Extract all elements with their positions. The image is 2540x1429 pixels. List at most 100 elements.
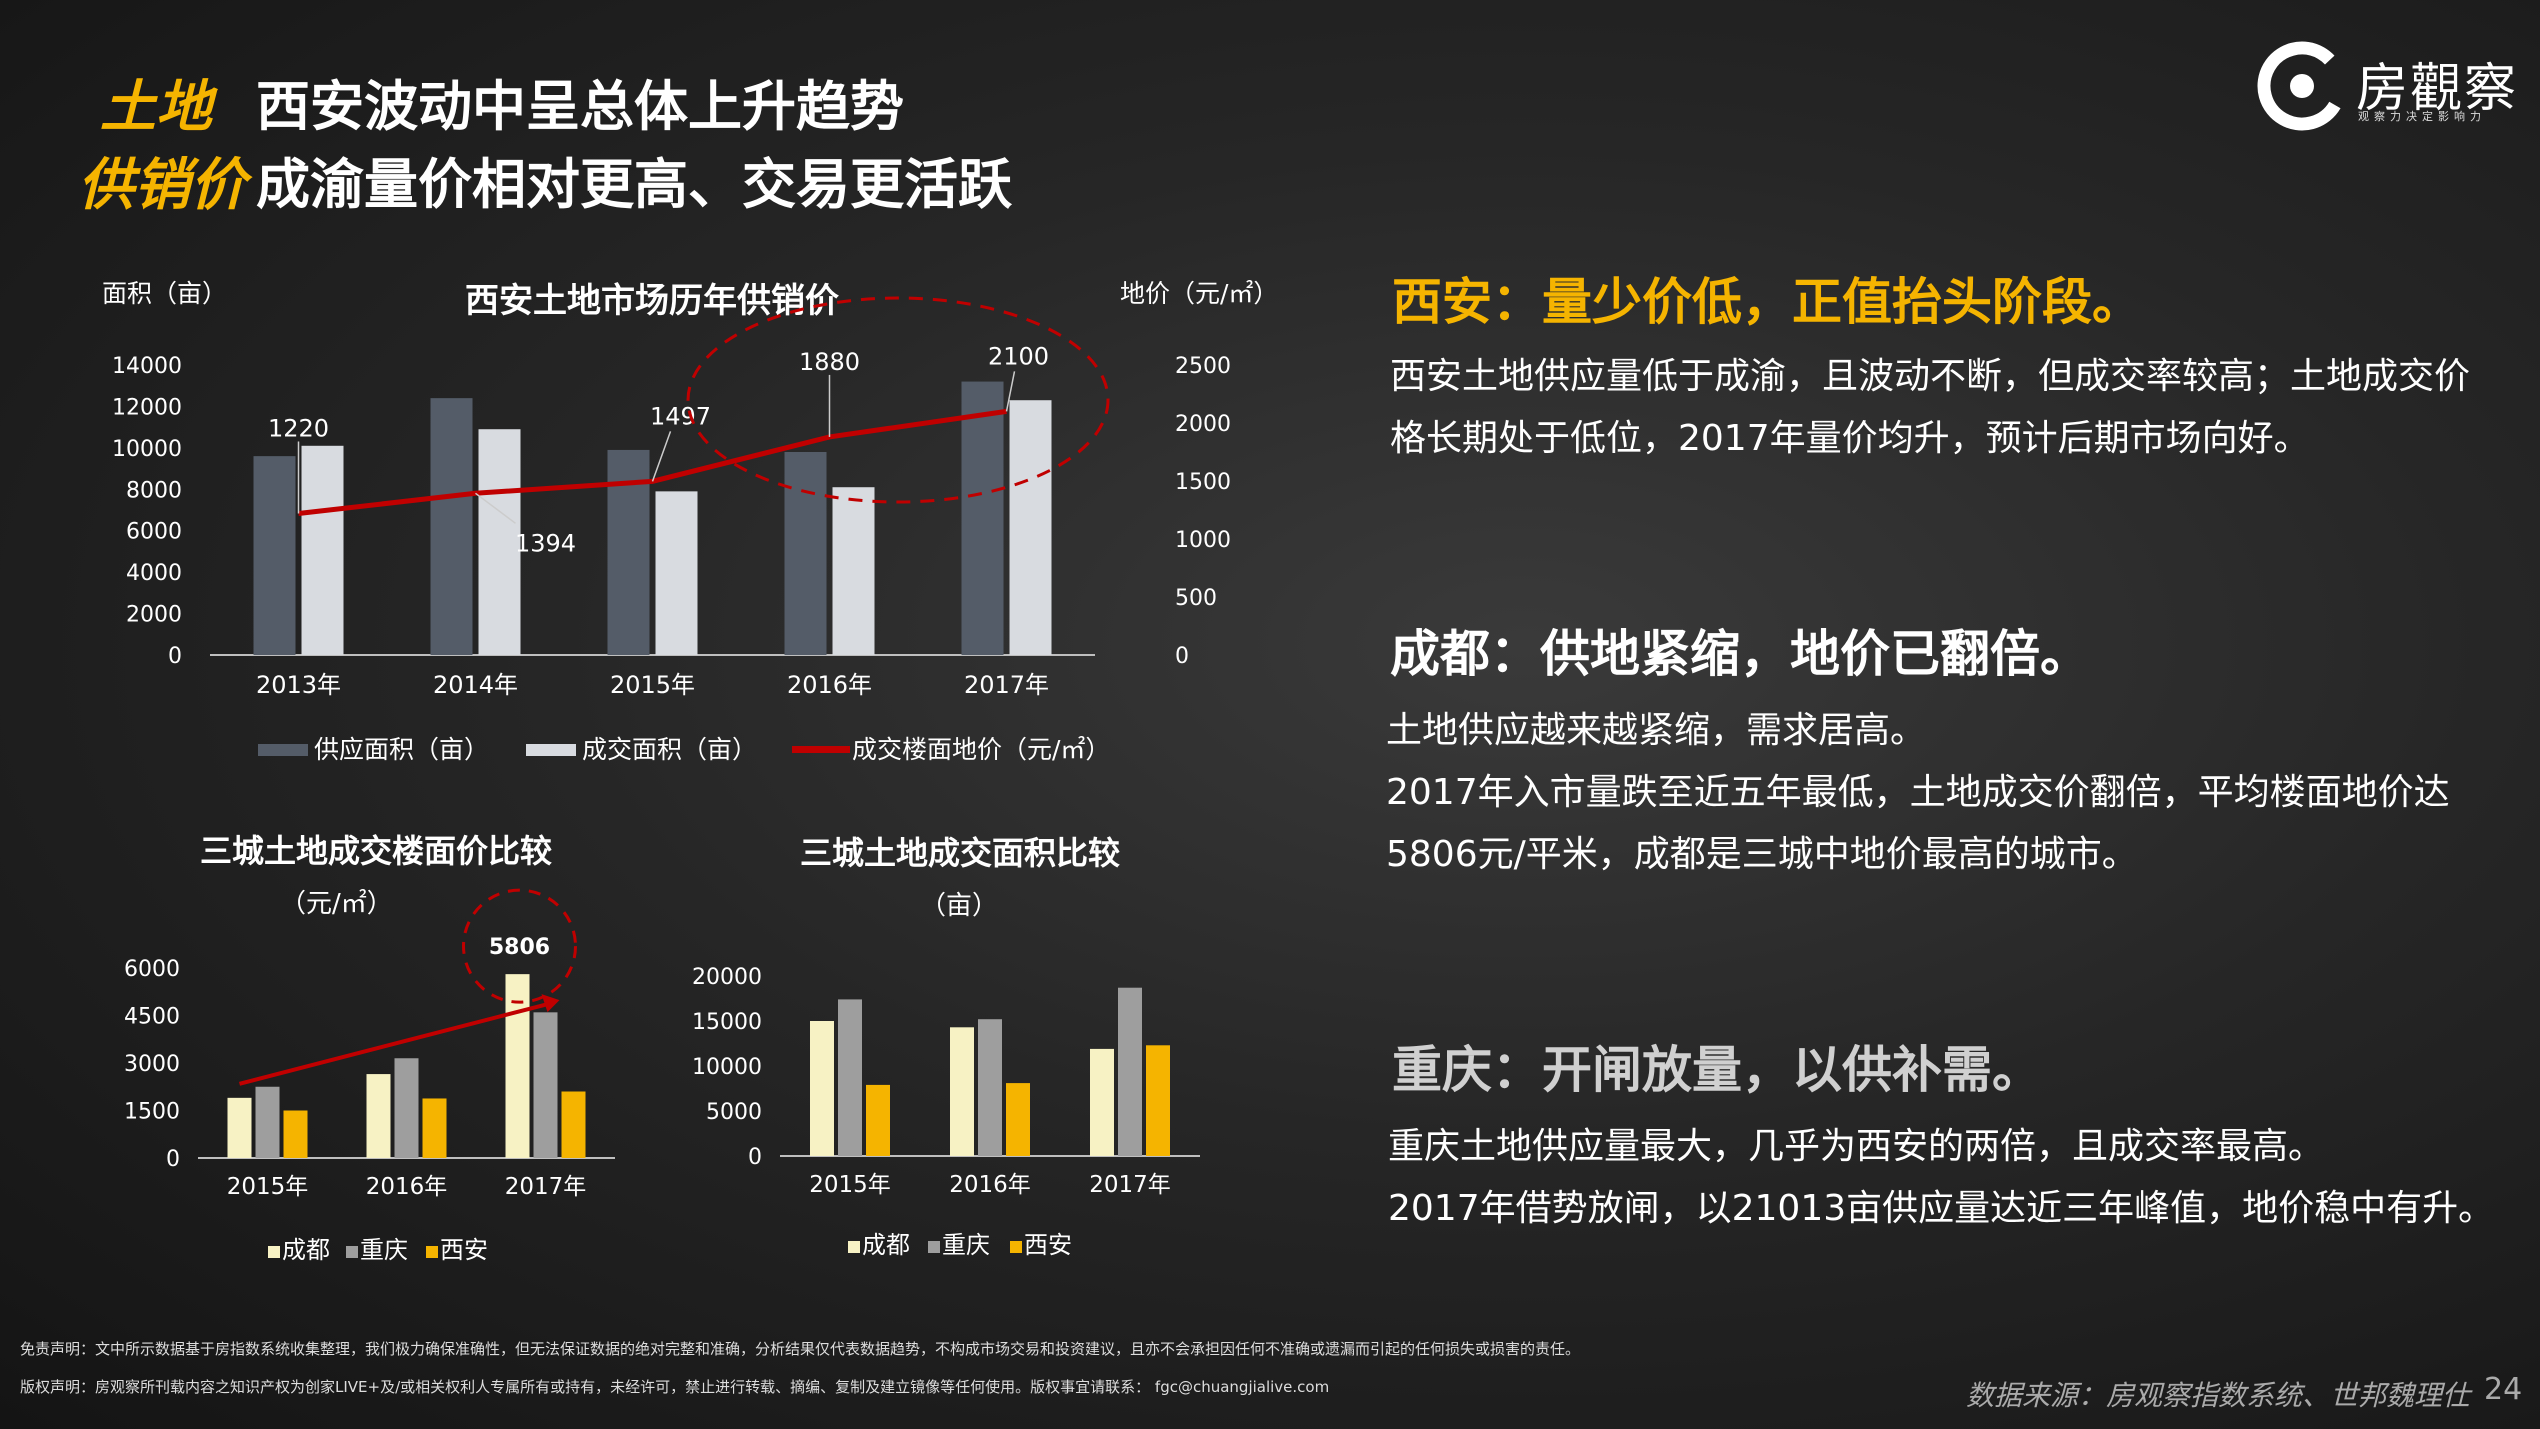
chart1-ylabel: 面积（亩） — [102, 279, 227, 308]
bar-chongqing — [394, 1058, 419, 1158]
brand-logo-text: 房觀察 — [2356, 59, 2519, 119]
chart1-y2label: 地价（元/㎡） — [1120, 279, 1278, 308]
point-label: 1220 — [268, 414, 329, 442]
y-tick-label: 8000 — [126, 478, 182, 503]
price-line — [298, 408, 1007, 516]
x-tick-label: 2014年 — [433, 671, 518, 699]
bar-chengdu — [366, 1074, 391, 1158]
y-tick-label: 4000 — [126, 561, 182, 586]
legend-label-xian: 西安 — [1024, 1231, 1072, 1259]
bar-supply — [961, 381, 1004, 655]
bar-supply — [430, 398, 473, 655]
y2-tick-label: 2000 — [1175, 412, 1231, 437]
y-tick-label: 5000 — [706, 1100, 762, 1125]
chart1-title: 西安土地市场历年供销价 — [465, 281, 839, 321]
chart3-unit: （亩） — [920, 891, 998, 921]
chart2-title: 三城土地成交楼面价比较 — [200, 832, 552, 870]
legend-swatch-price — [792, 746, 850, 753]
legend-label-xian: 西安 — [440, 1236, 488, 1264]
y-tick-label: 6000 — [126, 520, 182, 545]
bar-deal — [1009, 400, 1052, 655]
bar-chongqing — [838, 999, 862, 1156]
point-label: 1497 — [650, 402, 711, 430]
trend-arrow-line — [238, 1002, 549, 1086]
legend-label-chongqing: 重庆 — [360, 1236, 408, 1264]
x-tick-label: 2015年 — [227, 1174, 309, 1200]
point-label-leader — [475, 492, 516, 524]
bar-xian — [561, 1091, 586, 1158]
bar-chongqing — [978, 1019, 1002, 1156]
x-tick-label: 2013年 — [256, 671, 341, 699]
x-tick-label: 2016年 — [787, 671, 872, 699]
chart2-unit: （元/㎡） — [280, 889, 393, 919]
header-tag-land: 土地 — [100, 75, 212, 140]
y-tick-label: 10000 — [692, 1055, 762, 1080]
bar-deal — [478, 429, 521, 655]
bar-supply — [253, 456, 296, 655]
y-tick-label: 6000 — [124, 957, 180, 982]
page-subtitle: 成渝量价相对更高、交易更活跃 — [256, 153, 1012, 216]
bar-chengdu — [505, 974, 530, 1158]
point-label: 2100 — [988, 342, 1049, 370]
legend-swatch-chongqing — [928, 1241, 940, 1253]
brand-logo-icon — [2257, 41, 2347, 131]
section-body-xian: 西安土地供应量低于成渝，且波动不断，但成交率较高；土地成交价 格长期处于低位，2… — [1390, 346, 2470, 470]
bar-chengdu — [1090, 1048, 1114, 1156]
copyright-text: 版权声明：房观察所刊载内容之知识产权为创家LIVE+及/或相关权利人专属所有或持… — [20, 1378, 1330, 1396]
bar-chongqing — [1118, 987, 1142, 1156]
bar-chengdu — [810, 1021, 834, 1156]
section-line: 重庆土地供应量最大，几乎为西安的两倍，且成交率最高。 — [1388, 1126, 2325, 1167]
section-line: 2017年借势放闸，以21013亩供应量达近三年峰值，地价稳中有升。 — [1388, 1188, 2495, 1229]
point-label: 1880 — [799, 348, 860, 376]
bar-supply — [784, 452, 827, 655]
section-body-chongqing: 重庆土地供应量最大，几乎为西安的两倍，且成交率最高。 2017年借势放闸，以21… — [1388, 1116, 2494, 1240]
section-line: 土地供应越来越紧缩，需求居高。 — [1386, 710, 1927, 751]
highlight-ellipse — [686, 296, 1110, 504]
y-tick-label: 1500 — [124, 1100, 180, 1125]
legend-swatch-xian — [426, 1246, 438, 1258]
y-tick-label: 3000 — [124, 1052, 180, 1077]
x-tick-label: 2016年 — [366, 1174, 448, 1200]
xian-land-chart: 面积（亩） 西安土地市场历年供销价 地价（元/㎡） 14000 12000 1000… — [102, 279, 1278, 764]
y-tick-label: 0 — [168, 644, 182, 669]
legend-label-supply: 供应面积（亩） — [314, 735, 489, 764]
bar-chongqing — [255, 1086, 280, 1158]
legend-swatch-chengdu — [268, 1246, 280, 1258]
bar-xian — [283, 1110, 308, 1158]
three-city-price-chart: 三城土地成交楼面价比较 （元/㎡） 6000 4500 3000 1500 0 2015年… — [124, 832, 615, 1264]
page-title: 西安波动中呈总体上升趋势 — [256, 75, 904, 138]
bar-deal — [655, 491, 698, 655]
x-tick-label: 2015年 — [809, 1172, 891, 1198]
y2-tick-label: 1500 — [1175, 470, 1231, 495]
point-label-leader — [651, 431, 672, 482]
section-body-chengdu: 土地供应越来越紧缩，需求居高。 2017年入市量跌至近五年最低，土地成交价翻倍，… — [1386, 700, 2450, 886]
callout-value: 5806 — [489, 935, 550, 960]
y-tick-label: 12000 — [112, 395, 182, 420]
legend-swatch-chengdu — [848, 1241, 860, 1253]
x-tick-label: 2017年 — [964, 671, 1049, 699]
bar-chongqing — [533, 1012, 558, 1158]
bar-xian — [866, 1084, 890, 1156]
x-tick-label: 2017年 — [1089, 1172, 1171, 1198]
bar-chengdu — [227, 1097, 252, 1158]
y-tick-label: 2000 — [126, 603, 182, 628]
page-number: 24 — [2484, 1372, 2523, 1407]
section-line: 5806元/平米，成都是三城中地价最高的城市。 — [1386, 834, 2138, 875]
section-title-xian: 西安：量少价低，正值抬头阶段。 — [1392, 273, 2142, 331]
y-tick-label: 10000 — [112, 437, 182, 462]
point-label-leader — [1005, 371, 1016, 412]
legend-swatch-deal — [526, 744, 576, 756]
legend-swatch-xian — [1010, 1241, 1022, 1253]
trend-arrow-head — [541, 994, 560, 1013]
bar-xian — [422, 1098, 447, 1158]
x-tick-label: 2017年 — [505, 1174, 587, 1200]
section-line: 2017年入市量跌至近五年最低，土地成交价翻倍，平均楼面地价达 — [1386, 772, 2450, 813]
bar-xian — [1006, 1083, 1030, 1156]
y2-tick-label: 500 — [1175, 586, 1217, 611]
y-tick-label: 0 — [748, 1145, 762, 1170]
y-tick-label: 15000 — [692, 1010, 762, 1035]
y-tick-label: 0 — [166, 1147, 180, 1172]
chart1-legend: 供应面积（亩） 成交面积（亩） 成交楼面地价（元/㎡） — [258, 735, 1110, 764]
legend-label-chengdu: 成都 — [282, 1236, 330, 1264]
bar-deal — [301, 445, 344, 655]
